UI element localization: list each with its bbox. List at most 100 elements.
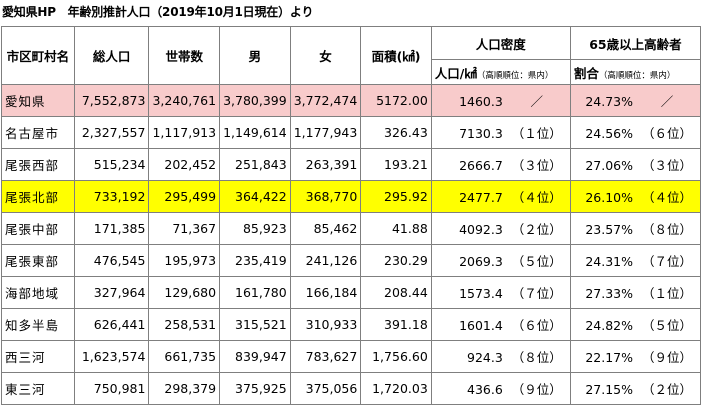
cell-male: 161,780 xyxy=(219,276,291,309)
header-elderly-sub: 割合（高順順位：県内） xyxy=(569,59,701,85)
cell-population: 515,234 xyxy=(73,148,150,181)
cell-area: 1,720.03 xyxy=(360,372,432,405)
elderly-rank: （８位） xyxy=(641,222,692,237)
elderly-value: 23.57% xyxy=(585,222,633,237)
elderly-rank: （５位） xyxy=(641,318,692,333)
cell-density: 1460.3 ／ xyxy=(430,84,571,117)
cell-male: 85,923 xyxy=(219,212,291,245)
cell-density: 7130.3 （１位） xyxy=(430,116,571,149)
header-region: 市区町村名 xyxy=(1,26,75,85)
cell-male: 839,947 xyxy=(219,340,291,373)
cell-elderly: 27.15% （２位） xyxy=(569,372,701,405)
cell-elderly: 24.73% ／ xyxy=(569,84,701,117)
cell-area: 391.18 xyxy=(360,308,432,341)
elderly-rank: （９位） xyxy=(641,350,692,365)
density-rank: （５位） xyxy=(511,254,562,269)
population-table: 市区町村名 総人口 世帯数 男 女 面積(㎢) 人口密度 65歳以上高齢者 人口… xyxy=(1,26,701,405)
cell-male: 251,843 xyxy=(219,148,291,181)
elderly-rank: ／ xyxy=(660,94,674,109)
cell-area: 41.88 xyxy=(360,212,432,245)
cell-region: 西三河 xyxy=(1,340,75,373)
cell-region: 尾張西部 xyxy=(1,148,75,181)
header-male: 男 xyxy=(219,26,291,85)
header-female: 女 xyxy=(289,26,362,85)
cell-density: 1573.4 （７位） xyxy=(430,276,571,309)
density-rank: （１位） xyxy=(511,126,562,141)
cell-region: 愛知県 xyxy=(1,84,75,117)
elderly-rank: （６位） xyxy=(641,126,692,141)
cell-region: 尾張東部 xyxy=(1,244,75,277)
cell-female: 85,462 xyxy=(289,212,362,245)
cell-elderly: 27.06% （３位） xyxy=(569,148,701,181)
cell-elderly: 24.56% （６位） xyxy=(569,116,701,149)
cell-elderly: 24.31% （７位） xyxy=(569,244,701,277)
density-value: 1573.4 xyxy=(459,286,503,301)
header-subrow: 人口/㎢（高順順位：県内） 割合（高順順位：県内） xyxy=(2,59,701,85)
cell-area: 208.44 xyxy=(360,276,432,309)
table-row: 尾張東部 476,545 195,973 235,419 241,126 230.29 20… xyxy=(1,244,701,277)
cell-region: 尾張中部 xyxy=(1,212,75,245)
density-value: 2477.7 xyxy=(459,190,503,205)
cell-area: 1,756.60 xyxy=(360,340,432,373)
table-row: 尾張北部 733,192 295,499 364,422 368,770 295.92 24… xyxy=(1,180,701,213)
cell-population: 1,623,574 xyxy=(73,340,150,373)
cell-density: 2477.7 （４位） xyxy=(430,180,571,213)
cell-households: 258,531 xyxy=(148,308,221,341)
cell-population: 476,545 xyxy=(73,244,150,277)
cell-area: 326.43 xyxy=(360,116,432,149)
header-population: 総人口 xyxy=(73,26,150,85)
cell-area: 5172.00 xyxy=(360,84,432,117)
cell-households: 3,240,761 xyxy=(148,84,221,117)
cell-population: 750,981 xyxy=(73,372,150,405)
cell-population: 2,327,557 xyxy=(73,116,150,149)
density-value: 1601.4 xyxy=(459,318,503,333)
cell-area: 230.29 xyxy=(360,244,432,277)
cell-elderly: 22.17% （９位） xyxy=(569,340,701,373)
table-row: 西三河 1,623,574 661,735 839,947 783,627 1,756.6… xyxy=(1,340,701,373)
header-area: 面積(㎢) xyxy=(360,26,432,85)
elderly-value: 27.15% xyxy=(585,382,633,397)
density-rank: （８位） xyxy=(511,350,562,365)
table-row: 愛知県 7,552,873 3,240,761 3,780,399 3,772,474 5… xyxy=(1,84,701,117)
cell-region: 名古屋市 xyxy=(1,116,75,149)
cell-female: 310,933 xyxy=(289,308,362,341)
table-row: 海部地域 327,964 129,680 161,780 166,184 208.44 15… xyxy=(1,276,701,309)
cell-region: 尾張北部 xyxy=(1,180,75,213)
density-value: 2666.7 xyxy=(459,158,503,173)
cell-density: 2666.7 （３位） xyxy=(430,148,571,181)
elderly-rank: （２位） xyxy=(641,382,692,397)
cell-male: 364,422 xyxy=(219,180,291,213)
header-density-note: （高順順位：県内） xyxy=(476,70,554,81)
cell-households: 129,680 xyxy=(148,276,221,309)
cell-households: 298,379 xyxy=(148,372,221,405)
cell-population: 626,441 xyxy=(73,308,150,341)
header-elderly-unit: 割合 xyxy=(573,65,599,81)
header-households: 世帯数 xyxy=(148,26,221,85)
cell-area: 295.92 xyxy=(360,180,432,213)
cell-households: 295,499 xyxy=(148,180,221,213)
header-elderly: 65歳以上高齢者 xyxy=(569,26,701,60)
cell-female: 375,056 xyxy=(289,372,362,405)
cell-households: 202,452 xyxy=(148,148,221,181)
cell-elderly: 24.82% （５位） xyxy=(569,308,701,341)
cell-region: 知多半島 xyxy=(1,308,75,341)
elderly-value: 24.56% xyxy=(585,126,633,141)
cell-households: 71,367 xyxy=(148,212,221,245)
cell-households: 195,973 xyxy=(148,244,221,277)
header-density: 人口密度 xyxy=(430,26,571,60)
density-rank: （２位） xyxy=(511,222,562,237)
cell-female: 241,126 xyxy=(289,244,362,277)
density-value: 924.3 xyxy=(467,350,503,365)
cell-households: 1,117,913 xyxy=(148,116,221,149)
cell-households: 661,735 xyxy=(148,340,221,373)
density-rank: （９位） xyxy=(511,382,562,397)
cell-density: 1601.4 （６位） xyxy=(430,308,571,341)
cell-male: 375,925 xyxy=(219,372,291,405)
table-row: 知多半島 626,441 258,531 315,521 310,933 391.18 16… xyxy=(1,308,701,341)
table-row: 尾張中部 171,385 71,367 85,923 85,462 41.88 4092.3… xyxy=(1,212,701,245)
elderly-value: 24.31% xyxy=(585,254,633,269)
cell-male: 1,149,614 xyxy=(219,116,291,149)
elderly-rank: （４位） xyxy=(641,190,692,205)
cell-elderly: 27.33% （１位） xyxy=(569,276,701,309)
elderly-rank: （１位） xyxy=(641,286,692,301)
